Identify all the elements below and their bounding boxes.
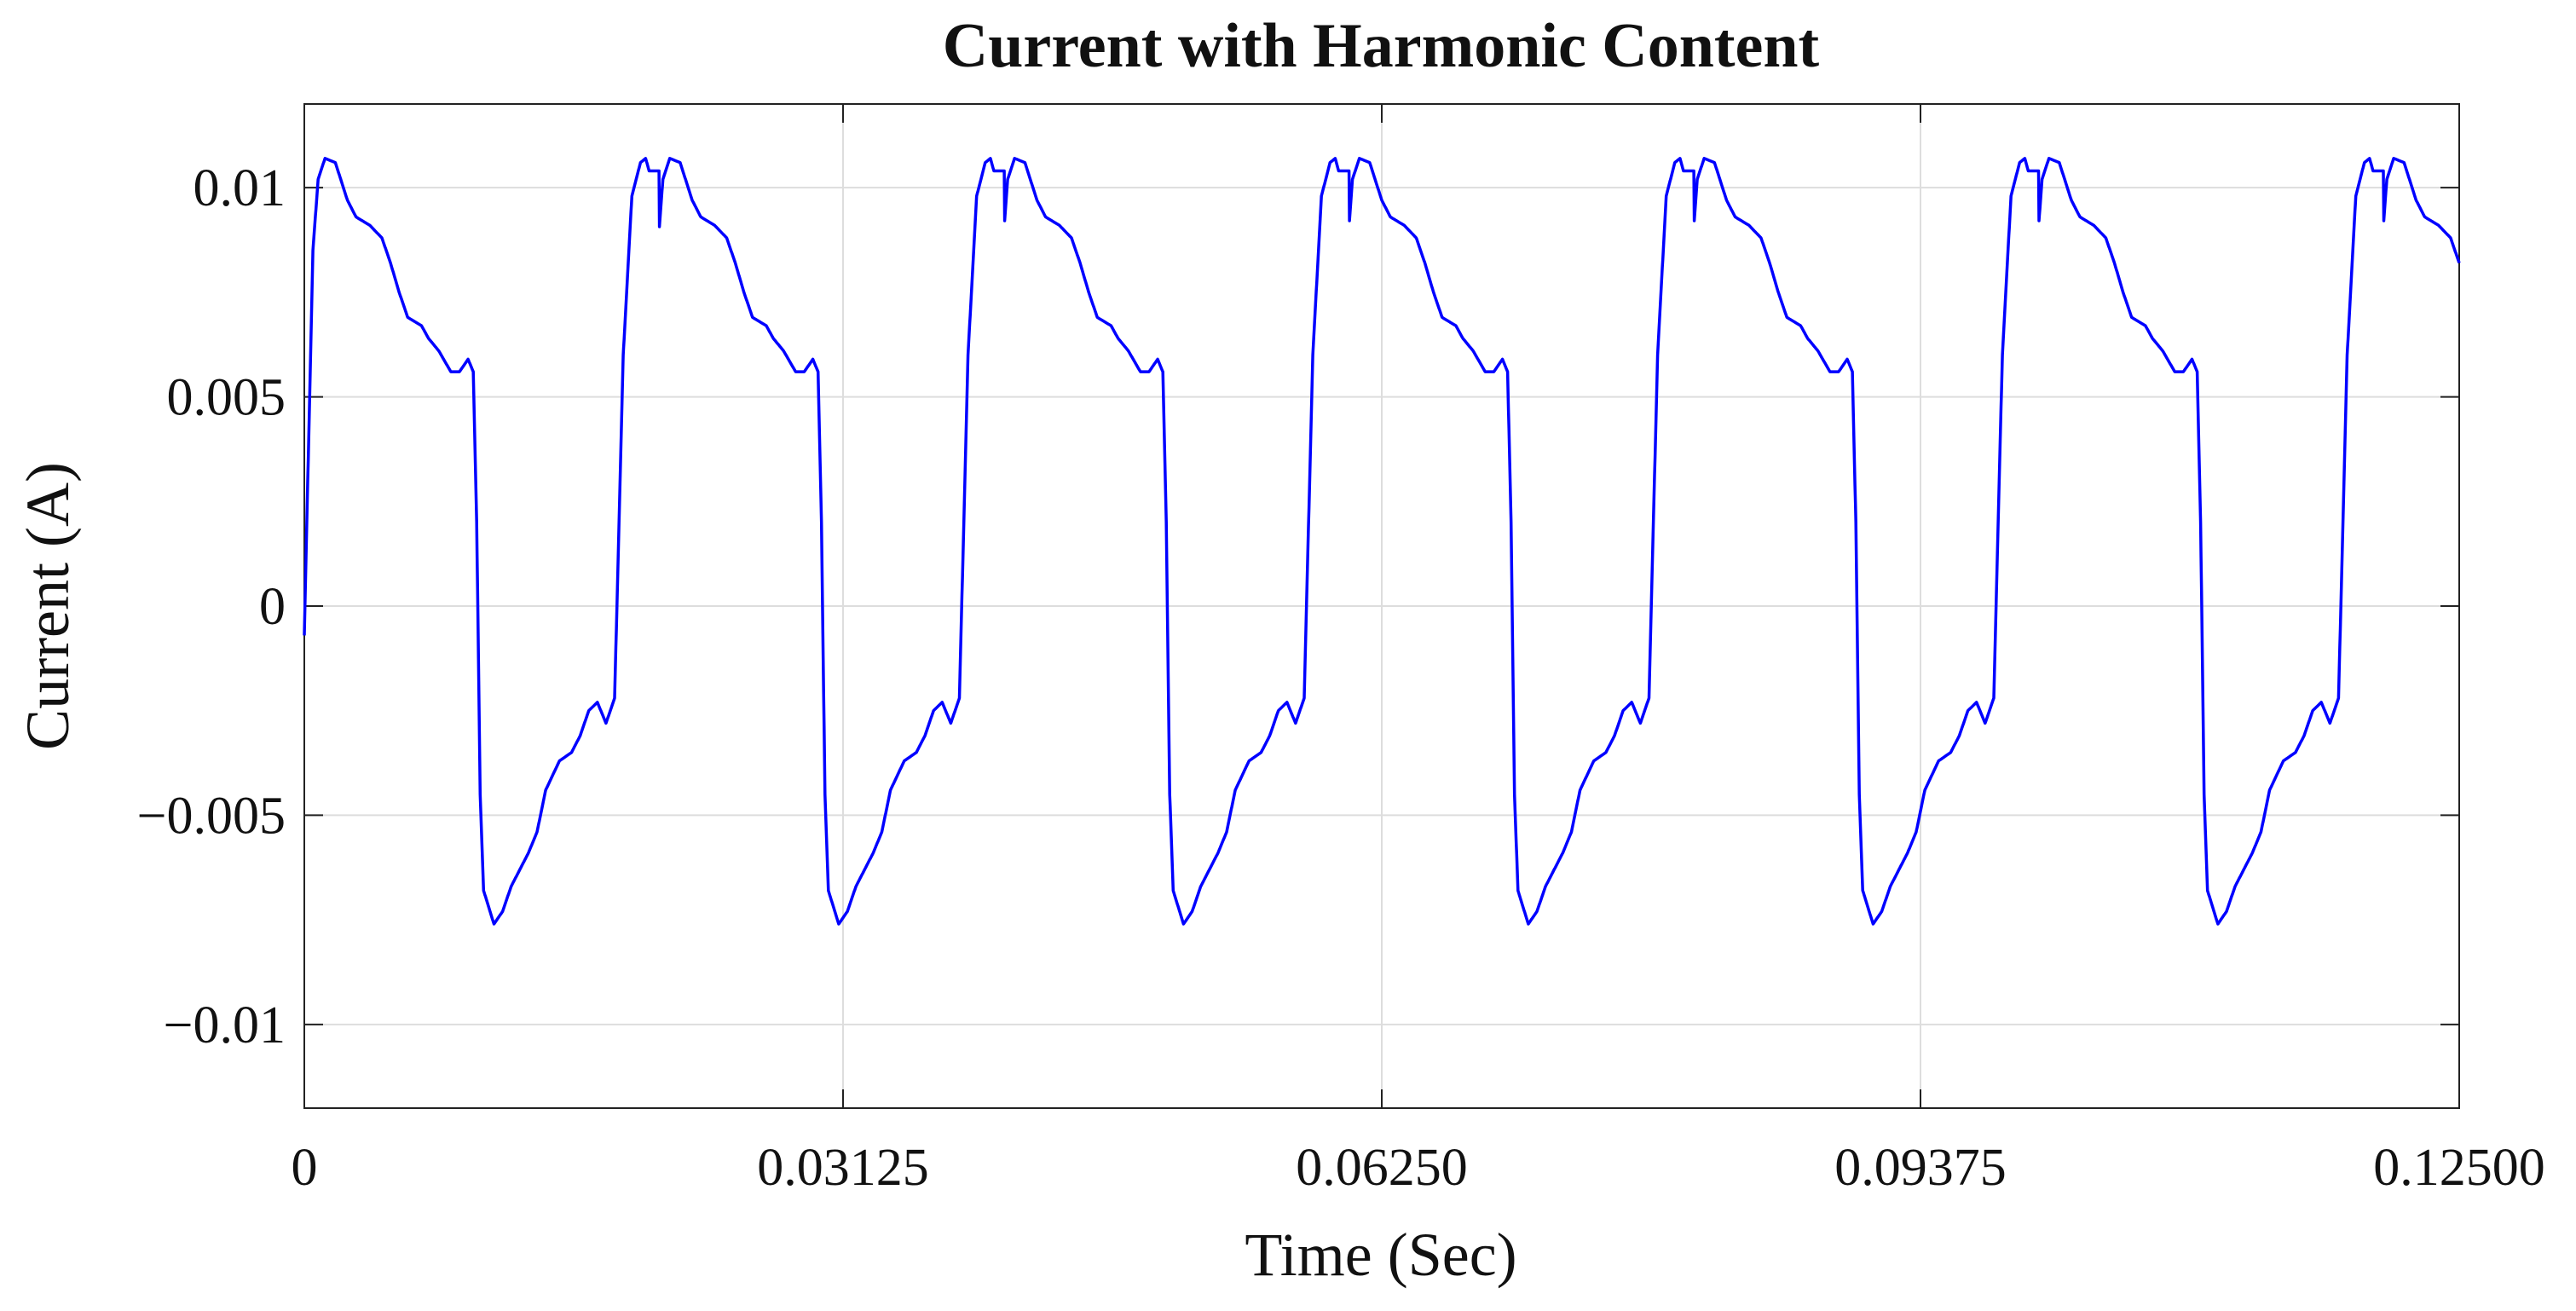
x-tick-label-3: 0.09375 xyxy=(1834,1139,2007,1197)
y-tick-label-1: −0.005 xyxy=(137,787,286,845)
x-axis-label: Time (Sec) xyxy=(1245,1221,1516,1289)
x-tick-label-2: 0.06250 xyxy=(1296,1139,1468,1197)
x-tick-label-0: 0 xyxy=(292,1139,318,1197)
x-tick-label-1: 0.03125 xyxy=(757,1139,929,1197)
y-axis-label: Current (A) xyxy=(14,462,82,750)
y-tick-label-0: −0.01 xyxy=(164,996,286,1054)
y-tick-label-2: 0 xyxy=(259,578,286,636)
y-tick-label-3: 0.005 xyxy=(167,369,286,427)
chart-title: Current with Harmonic Content xyxy=(943,11,1820,81)
x-tick-label-4: 0.12500 xyxy=(2373,1139,2545,1197)
current-series-line xyxy=(303,157,2461,926)
series-group xyxy=(303,157,2461,926)
grid xyxy=(304,104,2459,1108)
y-tick-label-4: 0.01 xyxy=(193,159,286,217)
axis-ticks: 0 0.03125 0.06250 0.09375 0.12500 −0.01 −0.005… xyxy=(137,104,2545,1197)
